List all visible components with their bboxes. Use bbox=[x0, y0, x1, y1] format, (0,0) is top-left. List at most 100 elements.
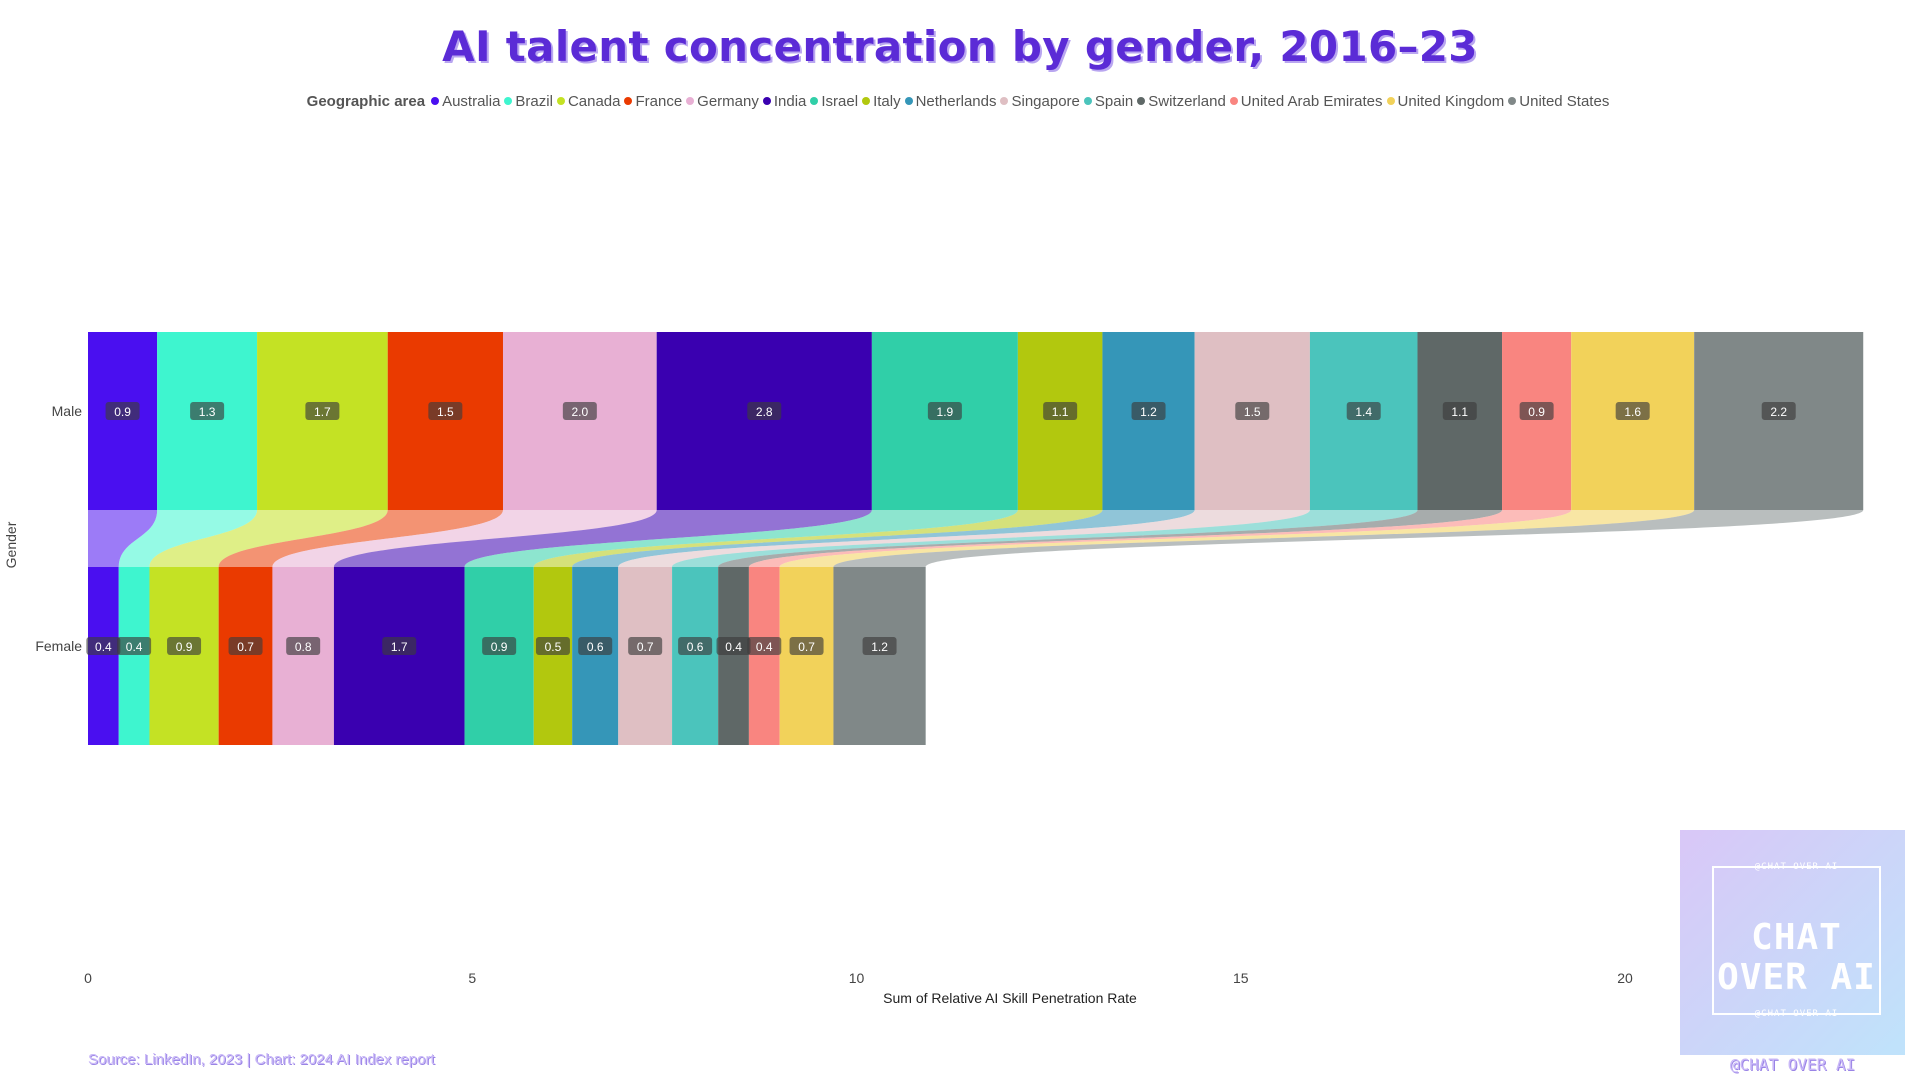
legend-label: Italy bbox=[873, 93, 901, 110]
legend: Geographic area Australia Brazil Canada Fran… bbox=[0, 93, 1920, 110]
y-tick-label-female: Female bbox=[35, 638, 82, 654]
label-female-united-kingdom-bg bbox=[789, 637, 824, 655]
legend-label: India bbox=[773, 93, 807, 110]
ribbon-netherlands bbox=[572, 510, 1195, 567]
label-female-singapore: 0.7 bbox=[637, 640, 654, 654]
legend-label: France bbox=[635, 93, 683, 110]
label-female-india-bg bbox=[382, 637, 417, 655]
bar-male-netherlands bbox=[1102, 332, 1195, 510]
x-tick-label-5: 5 bbox=[468, 970, 476, 986]
legend-item-netherlands[interactable]: Netherlands bbox=[904, 93, 996, 110]
logo-bottom-text: @CHAT OVER AI bbox=[1754, 1009, 1839, 1019]
legend-item-spain[interactable]: Spain bbox=[1083, 93, 1134, 110]
label-female-united-arab-emirates-bg bbox=[747, 637, 782, 655]
legend-item-singapore[interactable]: Singapore bbox=[1000, 93, 1080, 110]
bar-male-italy bbox=[1017, 332, 1103, 510]
x-tick-label-10: 10 bbox=[849, 970, 865, 986]
legend-dot bbox=[1229, 97, 1238, 105]
label-female-spain: 0.6 bbox=[687, 640, 704, 654]
label-male-canada-bg bbox=[305, 402, 340, 420]
bar-female-united-states bbox=[833, 567, 926, 745]
legend-item-india[interactable]: India bbox=[762, 93, 807, 110]
label-female-australia-bg bbox=[86, 637, 121, 655]
legend-item-brazil[interactable]: Brazil bbox=[504, 93, 553, 110]
legend-item-australia[interactable]: Australia bbox=[431, 93, 500, 110]
legend-item-canada[interactable]: Canada bbox=[556, 93, 620, 110]
bar-male-france bbox=[387, 332, 503, 510]
label-female-italy: 0.5 bbox=[545, 640, 562, 654]
legend-item-france[interactable]: France bbox=[624, 93, 682, 110]
label-male-brazil-bg bbox=[190, 402, 225, 420]
bar-female-israel bbox=[464, 567, 534, 745]
x-tick-label-0: 0 bbox=[84, 970, 92, 986]
brand-handle: @CHAT OVER AI bbox=[1729, 1055, 1856, 1074]
bars: 0.9 0.4 1.3 0.4 1.7 0.9 1.5 0.7 2.0 0.8 2.8 1.7 1.9 0… bbox=[86, 332, 1864, 745]
ribbon-switzerland bbox=[718, 510, 1503, 567]
legend-label: Spain bbox=[1094, 93, 1134, 110]
ribbon-united-arab-emirates bbox=[748, 510, 1572, 567]
ribbon-germany bbox=[272, 510, 657, 567]
y-axis-title: Gender bbox=[3, 521, 19, 568]
ribbon-france bbox=[218, 510, 503, 567]
label-male-switzerland-bg bbox=[1442, 402, 1477, 420]
label-female-united-kingdom: 0.7 bbox=[798, 640, 815, 654]
legend-label: United States bbox=[1519, 93, 1610, 110]
ribbon-australia bbox=[88, 510, 158, 567]
ribbon-india bbox=[333, 510, 872, 567]
label-male-singapore: 1.5 bbox=[1244, 405, 1261, 419]
label-male-australia-bg bbox=[105, 402, 140, 420]
bar-male-india bbox=[656, 332, 872, 510]
ribbon-united-states bbox=[833, 510, 1864, 567]
label-male-israel: 1.9 bbox=[937, 405, 954, 419]
legend-dot bbox=[1137, 97, 1146, 105]
legend-label: Singapore bbox=[1011, 93, 1080, 110]
label-female-netherlands: 0.6 bbox=[587, 640, 604, 654]
legend-item-united-states[interactable]: United States bbox=[1508, 93, 1609, 110]
label-female-germany-bg bbox=[286, 637, 321, 655]
label-male-france-bg bbox=[428, 402, 463, 420]
label-female-spain-bg bbox=[678, 637, 713, 655]
legend-item-germany[interactable]: Germany bbox=[686, 93, 759, 110]
legend-dot bbox=[1386, 97, 1395, 105]
bar-female-singapore bbox=[618, 567, 673, 745]
bar-male-united-states bbox=[1694, 332, 1864, 510]
legend-label: United Kingdom bbox=[1397, 93, 1505, 110]
label-male-united-kingdom: 1.6 bbox=[1624, 405, 1641, 419]
legend-item-united-kingdom[interactable]: United Kingdom bbox=[1386, 93, 1505, 110]
bar-male-israel bbox=[871, 332, 1018, 510]
legend-dot bbox=[862, 97, 871, 105]
label-male-united-kingdom-bg bbox=[1615, 402, 1650, 420]
legend-label: Switzerland bbox=[1148, 93, 1226, 110]
legend-label: Brazil bbox=[515, 93, 553, 110]
legend-dot bbox=[624, 97, 633, 105]
legend-item-italy[interactable]: Italy bbox=[862, 93, 901, 110]
legend-dot bbox=[1083, 97, 1092, 105]
label-male-canada: 1.7 bbox=[314, 405, 331, 419]
label-male-india-bg bbox=[747, 402, 782, 420]
bar-female-brazil bbox=[118, 567, 150, 745]
brand-logo: @CHAT OVER AI CHAT OVER AI @CHAT OVER AI bbox=[1680, 830, 1905, 1055]
label-male-spain-bg bbox=[1346, 402, 1381, 420]
bar-female-india bbox=[333, 567, 465, 745]
legend-item-united-arab-emirates[interactable]: United Arab Emirates bbox=[1229, 93, 1383, 110]
bar-female-canada bbox=[149, 567, 219, 745]
bar-female-netherlands bbox=[572, 567, 619, 745]
label-male-netherlands: 1.2 bbox=[1140, 405, 1157, 419]
source-note: Source: LinkedIn, 2023 | Chart: 2024 AI … bbox=[88, 1051, 435, 1068]
label-female-singapore-bg bbox=[628, 637, 663, 655]
logo-frame: @CHAT OVER AI CHAT OVER AI @CHAT OVER AI bbox=[1712, 862, 1881, 1019]
label-male-india: 2.8 bbox=[756, 405, 773, 419]
bar-male-singapore bbox=[1194, 332, 1310, 510]
legend-item-switzerland[interactable]: Switzerland bbox=[1137, 93, 1226, 110]
bar-male-spain bbox=[1309, 332, 1418, 510]
label-male-spain: 1.4 bbox=[1355, 405, 1372, 419]
label-male-netherlands-bg bbox=[1131, 402, 1166, 420]
legend-dot bbox=[762, 97, 771, 105]
legend-item-israel[interactable]: Israel bbox=[810, 93, 858, 110]
label-female-netherlands-bg bbox=[578, 637, 613, 655]
ribbon-canada bbox=[149, 510, 388, 567]
ribbon-italy bbox=[533, 510, 1103, 567]
legend-label: United Arab Emirates bbox=[1240, 93, 1383, 110]
bar-female-spain bbox=[672, 567, 719, 745]
legend-dot bbox=[810, 97, 819, 105]
